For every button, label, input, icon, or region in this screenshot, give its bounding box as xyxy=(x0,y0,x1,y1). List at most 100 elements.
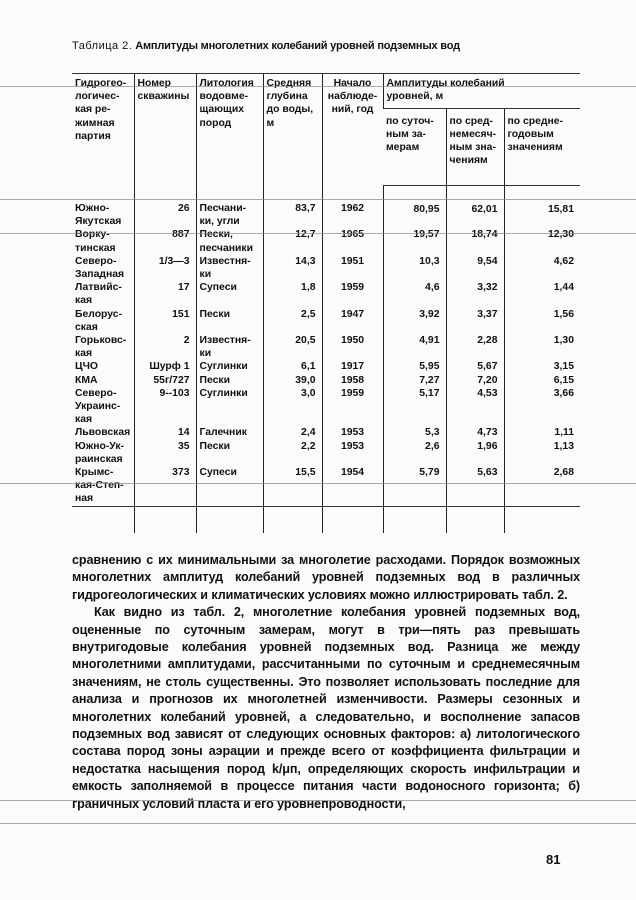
cell-monthly: 9,54 xyxy=(445,254,504,282)
cell-annual: 3,15 xyxy=(503,360,580,374)
cell-start: 1947 xyxy=(321,307,383,335)
cell-annual: 3,66 xyxy=(503,386,580,427)
cell-region: Горьковс- кая xyxy=(75,335,127,360)
cell-start: 1954 xyxy=(321,466,383,507)
cell-annual: 12,30 xyxy=(503,228,580,255)
cell-annual: 1,13 xyxy=(503,439,580,467)
cell-start: 1951 xyxy=(321,254,383,282)
scan-line xyxy=(0,233,636,234)
table-row: Латвийс- кая 17 Супеси 1,8 1959 4,6 3,32 1,44 xyxy=(72,281,580,308)
cell-well: 2 xyxy=(133,334,196,361)
cell-lithology: Суглинки xyxy=(195,360,263,374)
cell-daily: 4,91 xyxy=(382,334,446,361)
cell-daily: 4,6 xyxy=(382,281,446,308)
scan-line xyxy=(0,800,636,801)
cell-start: 1953 xyxy=(321,426,383,440)
cell-monthly: 4,73 xyxy=(445,426,504,440)
cell-lithology: Пески xyxy=(195,439,263,467)
cell-start: 1962 xyxy=(321,185,383,229)
cell-well: 151 xyxy=(133,307,196,335)
table-row: Львовская 14 Галечник 2,4 1953 5,3 4,73 1,11 xyxy=(72,426,580,440)
cell-region: Львовская xyxy=(75,427,131,439)
cell-region: Белорус- ская xyxy=(75,308,123,333)
paragraph: сравнению с их минимальными за многолети… xyxy=(72,553,580,602)
cell-depth: 14,3 xyxy=(262,254,322,282)
cell-lithology: Известня- ки xyxy=(195,334,263,361)
scan-line xyxy=(0,199,636,200)
cell-start: 1965 xyxy=(321,228,383,255)
cell-daily: 3,92 xyxy=(382,307,446,335)
cell-lithology: Супеси xyxy=(195,281,263,308)
empty-cell xyxy=(262,505,322,533)
cell-monthly: 5,67 xyxy=(445,360,504,374)
page-number: 81 xyxy=(546,852,561,867)
cell-lithology: Песчани- ки, угли xyxy=(195,185,263,229)
table-row: Северо- Украинс- кая 9--103 Суглинки 3,0 195… xyxy=(72,386,580,427)
empty-cell xyxy=(321,505,383,533)
cell-region: Южно-Ук- раинская xyxy=(75,440,125,465)
table-row: КМА 55г/727 Пески 39,0 1958 7,27 7,20 6,15 xyxy=(72,373,580,387)
cell-well: 17 xyxy=(133,281,196,308)
amplitudes-table: Гидрогео- логичес- кая ре- жимная партия… xyxy=(72,73,580,533)
cell-region: КМА xyxy=(75,374,98,386)
cell-depth: 3,0 xyxy=(262,386,322,427)
table-row: Северо- Западная 1/3—3 Известня- ки 14,3 195… xyxy=(72,254,580,282)
cell-depth: 39,0 xyxy=(262,373,322,387)
cell-depth: 15,5 xyxy=(262,466,322,507)
cell-daily: 5,79 xyxy=(382,466,446,507)
scan-line xyxy=(0,823,636,824)
header-start: Начало наблюде- ний, год xyxy=(321,73,383,185)
cell-well: Шурф 1 xyxy=(133,360,196,374)
header-region: Гидрогео- логичес- кая ре- жимная партия xyxy=(72,73,134,185)
header-lithology: Литология водовме- щающих пород xyxy=(195,73,263,185)
cell-monthly: 62,01 xyxy=(445,185,504,229)
cell-well: 26 xyxy=(133,185,196,229)
cell-start: 1958 xyxy=(321,373,383,387)
cell-depth: 2,4 xyxy=(262,426,322,440)
cell-lithology: Суглинки xyxy=(195,386,263,427)
cell-monthly: 7,20 xyxy=(445,373,504,387)
cell-annual: 2,68 xyxy=(503,466,580,507)
header-monthly: по сред- немесяч- ным зна- чениям xyxy=(445,107,504,186)
cell-monthly: 3,32 xyxy=(445,281,504,308)
cell-lithology: Галечник xyxy=(195,426,263,440)
empty-cell xyxy=(445,505,504,533)
paragraph: Как видно из табл. 2, многолетние колеба… xyxy=(72,605,580,811)
cell-depth: 1,8 xyxy=(262,281,322,308)
scan-line xyxy=(0,483,636,484)
cell-start: 1950 xyxy=(321,334,383,361)
cell-monthly: 3,37 xyxy=(445,307,504,335)
cell-daily: 5,95 xyxy=(382,360,446,374)
empty-cell xyxy=(195,505,263,533)
cell-annual: 1,44 xyxy=(503,281,580,308)
cell-start: 1917 xyxy=(321,360,383,374)
cell-daily: 5,3 xyxy=(382,426,446,440)
cell-well: 887 xyxy=(133,228,196,255)
cell-daily: 2,6 xyxy=(382,439,446,467)
cell-region: Северо- Украинс- кая xyxy=(75,387,121,426)
body-text: сравнению с их минимальными за многолети… xyxy=(72,552,580,813)
cell-daily: 80,95 xyxy=(382,185,446,229)
table-row: Ворку- тинская 887 Пески, песчаники 12,7 196… xyxy=(72,228,580,255)
header-annual: по средне- годовым значениям xyxy=(503,107,580,186)
cell-region: Южно- Якутская xyxy=(75,203,122,228)
cell-start: 1959 xyxy=(321,281,383,308)
cell-monthly: 18,74 xyxy=(445,228,504,255)
cell-annual: 6,15 xyxy=(503,373,580,387)
cell-region: Северо- Западная xyxy=(75,255,125,281)
cell-lithology: Пески xyxy=(195,307,263,335)
cell-well: 55г/727 xyxy=(133,373,196,387)
table-bottom xyxy=(72,505,580,533)
empty-cell xyxy=(72,505,134,533)
cell-monthly: 5,63 xyxy=(445,466,504,507)
table-row: Южно-Ук- раинская 35 Пески 2,2 1953 2,6 1,96 1,… xyxy=(72,439,580,467)
cell-region: Латвийс- кая xyxy=(75,282,122,307)
cell-well: 373 xyxy=(133,466,196,507)
cell-annual: 1,56 xyxy=(503,307,580,335)
cell-daily: 7,27 xyxy=(382,373,446,387)
cell-well: 1/3—3 xyxy=(133,254,196,282)
header-daily: по суточ- ным за- мерам xyxy=(383,107,446,186)
table-title: Амплитуды многолетних колебаний уровней … xyxy=(135,40,460,52)
cell-lithology: Супеси xyxy=(195,466,263,507)
empty-cell xyxy=(382,505,446,533)
